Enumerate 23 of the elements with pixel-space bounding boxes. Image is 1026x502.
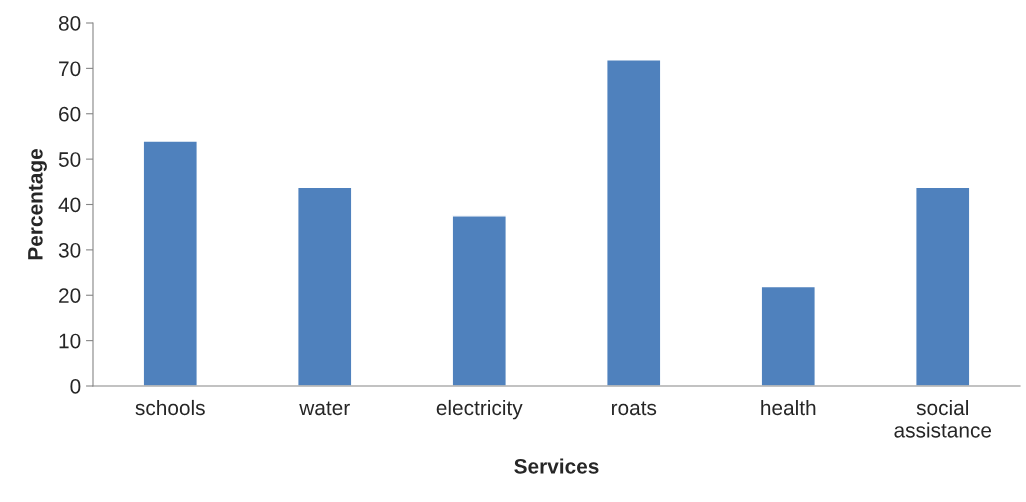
bar [606, 59, 662, 386]
bar [297, 186, 353, 386]
x-tick-label: social assistance [894, 399, 992, 438]
x-axis-title: Services [514, 458, 599, 474]
y-tick-label: 30 [58, 242, 81, 258]
x-tick-label: health [761, 399, 816, 416]
x-tick-label: roats [611, 401, 657, 416]
y-tick-label: 20 [59, 288, 81, 303]
y-tick-label: 40 [58, 197, 81, 213]
y-tick-label: 0 [70, 379, 81, 394]
y-tick-label: 80 [58, 16, 81, 31]
x-tick-label: electricity [436, 399, 523, 420]
bar [451, 215, 507, 386]
bar [915, 186, 971, 386]
bar [142, 140, 198, 386]
y-axis-title: Percentage [28, 149, 47, 260]
y-tick-label: 60 [59, 106, 81, 122]
y-tick-label: 50 [58, 152, 81, 167]
y-tick-label: 10 [59, 333, 81, 349]
bar [760, 285, 816, 386]
x-tick-label: schools [135, 399, 205, 416]
y-tick-label: 70 [59, 61, 81, 77]
x-tick-label: water [299, 401, 350, 416]
